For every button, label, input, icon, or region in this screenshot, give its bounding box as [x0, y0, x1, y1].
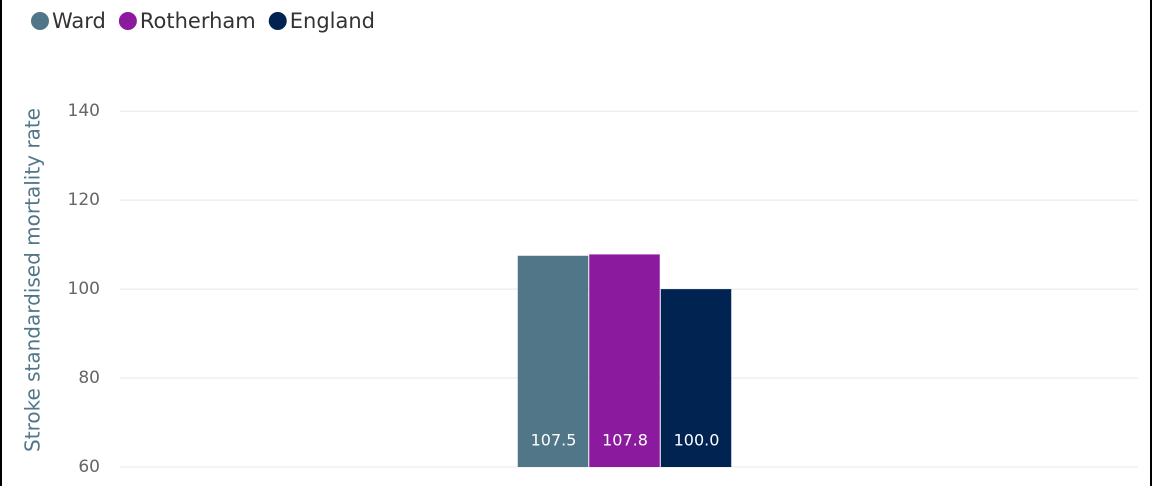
legend-marker [31, 12, 49, 30]
y-tick-label: 60 [78, 457, 100, 477]
y-tick-label: 140 [68, 101, 100, 121]
legend-marker [268, 12, 287, 30]
bar [660, 289, 732, 467]
y-tick-label: 80 [78, 368, 100, 388]
bar [517, 255, 589, 467]
legend-label: Ward [52, 9, 106, 33]
legend-label: England [290, 9, 375, 33]
y-axis-label: Stroke standardised mortality rate [21, 108, 45, 452]
bar [589, 254, 660, 467]
value-label: 100.0 [674, 431, 720, 450]
legend-marker [118, 12, 137, 30]
value-label: 107.8 [602, 431, 648, 450]
legend-label: Rotherham [140, 9, 256, 33]
value-label: 107.5 [531, 431, 577, 450]
y-tick-label: 100 [68, 279, 100, 299]
y-tick-label: 120 [68, 190, 100, 210]
